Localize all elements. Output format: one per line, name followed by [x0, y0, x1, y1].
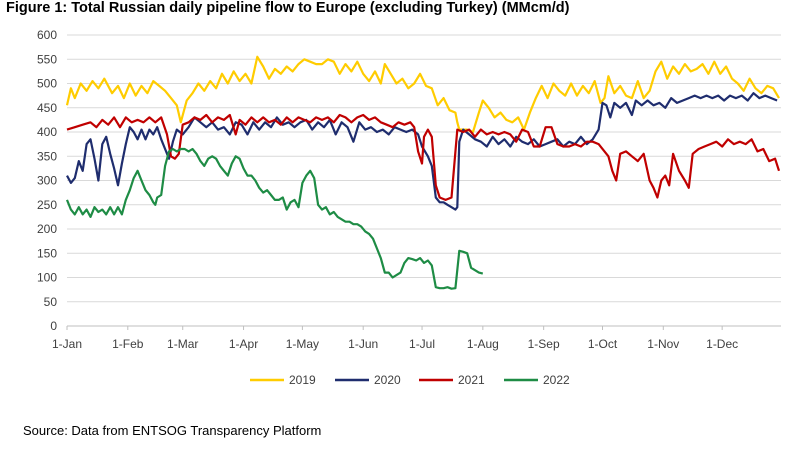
- x-tick-label: 1-Sep: [528, 337, 560, 351]
- y-tick-label: 450: [37, 101, 57, 115]
- series-line-2020: [66, 92, 778, 211]
- x-tick-label: 1-Jan: [52, 337, 82, 351]
- x-tick-label: 1-Jul: [409, 337, 435, 351]
- x-tick-label: 1-Dec: [706, 337, 738, 351]
- y-tick-label: 600: [37, 28, 57, 42]
- y-tick-label: 100: [37, 271, 57, 285]
- x-tick-label: 1-Mar: [167, 337, 198, 351]
- y-tick-label: 250: [37, 198, 57, 212]
- x-tick-label: 1-May: [286, 337, 319, 351]
- y-tick-label: 200: [37, 222, 57, 236]
- y-tick-label: 350: [37, 149, 57, 163]
- y-tick-label: 50: [44, 295, 58, 309]
- x-tick-label: 1-Aug: [467, 337, 499, 351]
- y-tick-label: 550: [37, 52, 57, 66]
- x-axis-ticks: 1-Jan 1-Feb 1-Mar 1-Apr 1-May 1-Jun 1-Jul 1-Aug…: [52, 326, 738, 351]
- y-tick-label: 150: [37, 246, 57, 260]
- line-chart: 0 50 100 150 200 250 300 350 400 450 500 550 600 1-J…: [37, 28, 781, 387]
- grid-lines: [67, 34, 781, 327]
- series-line-2021: [66, 113, 781, 201]
- x-tick-label: 1-Feb: [112, 337, 144, 351]
- x-tick-label: 1-Jun: [348, 337, 378, 351]
- y-tick-label: 500: [37, 77, 57, 91]
- legend-label-2022: 2022: [543, 373, 570, 387]
- legend: 2019 2020 2021 2022: [250, 373, 570, 387]
- y-tick-label: 0: [50, 319, 57, 333]
- series-line-2022: [65, 147, 484, 290]
- x-tick-label: 1-Apr: [229, 337, 258, 351]
- legend-label-2020: 2020: [374, 373, 401, 387]
- chart-title: Figure 1: Total Russian daily pipeline f…: [6, 0, 570, 16]
- y-axis-ticks: 0 50 100 150 200 250 300 350 400 450 500 550 600: [37, 28, 57, 333]
- legend-label-2021: 2021: [458, 373, 485, 387]
- y-tick-label: 400: [37, 125, 57, 139]
- series-line-2019: [65, 55, 780, 134]
- series-lines: [65, 55, 781, 290]
- x-tick-label: 1-Oct: [588, 337, 618, 351]
- source-note: Source: Data from ENTSOG Transparency Pl…: [23, 423, 322, 438]
- legend-label-2019: 2019: [289, 373, 316, 387]
- x-tick-label: 1-Nov: [647, 337, 679, 351]
- y-tick-label: 300: [37, 174, 57, 188]
